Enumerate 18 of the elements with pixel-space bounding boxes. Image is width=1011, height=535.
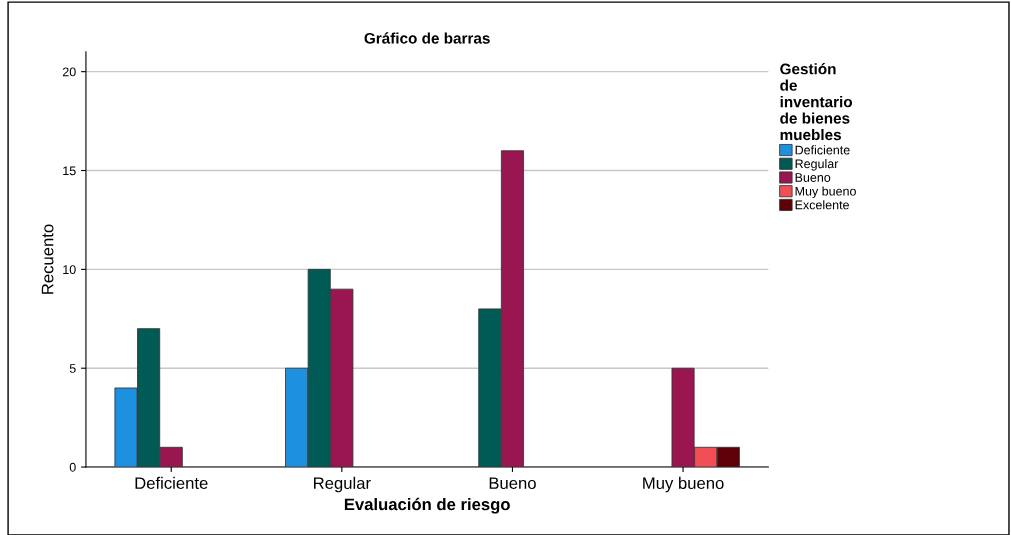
y-tick-label: 10 [63,265,76,275]
x-axis-title: Evaluación de riesgo [344,497,510,514]
legend-label: Excelente [795,200,849,210]
y-tick-label: 0 [69,462,76,472]
legend-title: Gestión de inventario de bienes muebles [780,63,853,141]
legend-label: Muy bueno [795,186,856,199]
x-tick-label: Regular [314,476,371,493]
chart-title: Gráfico de barras [364,32,490,44]
y-tick-label: 5 [69,364,76,373]
y-tick-label: 20 [62,67,76,77]
y-tick-label: 15 [63,166,76,176]
legend-label: Deficiente [795,145,850,155]
y-axis-title: Recuento [41,224,54,294]
legend-label: Regular [795,159,839,171]
legend-label: Bueno [795,173,831,182]
x-tick-label: Bueno [489,477,536,490]
x-tick-label: Deficiente [135,476,208,490]
x-tick-label: Muy bueno [643,476,724,493]
